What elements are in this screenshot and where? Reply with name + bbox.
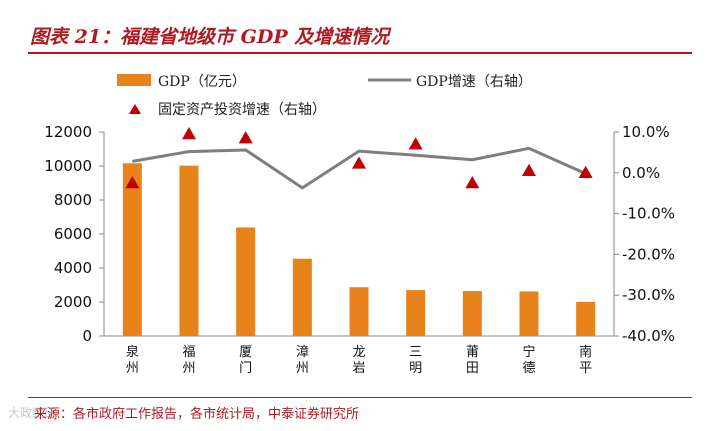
investment-marker-福州 [182,127,196,140]
category-label: 田 [466,361,479,376]
investment-marker-南平 [578,165,593,179]
category-label: 德 [522,361,535,376]
left-tick-label: 8000 [54,191,92,209]
investment-marker-莆田 [465,176,480,189]
legend-triangle-swatch [129,104,141,114]
category-label: 平 [579,361,592,376]
watermark: 大政经研 [8,406,57,420]
category-label: 州 [296,361,309,376]
bar-泉州 [122,163,142,336]
left-tick-label: 10000 [44,157,92,175]
category-label: 州 [126,361,139,376]
right-tick-label: -40.0% [622,327,675,345]
bar-福州 [179,165,199,336]
category-label: 三 [409,345,422,360]
investment-marker-三明 [408,137,423,150]
right-tick-label: -20.0% [622,245,675,263]
footer-rule [28,397,692,398]
left-tick-label: 2000 [54,293,92,311]
category-label: 州 [182,361,195,376]
right-tick-label: 0.0% [622,164,660,182]
category-label: 龙 [352,345,365,360]
category-label: 厦 [239,345,252,360]
investment-marker-龙岩 [352,156,366,169]
chart-title: 图表 21：福建省地级市 GDP 及增速情况 [30,26,390,48]
right-tick-label: 10.0% [622,123,670,141]
right-tick-label: -30.0% [622,286,675,304]
category-label: 漳 [296,344,309,360]
category-label: 宁 [522,344,535,360]
bar-南平 [576,301,596,336]
bar-莆田 [462,291,482,336]
legend-label-investment-growth: 固定资产投资增速（右轴） [158,102,326,118]
category-label: 福 [182,345,195,360]
category-label: 岩 [352,361,365,376]
left-tick-label: 0 [82,327,92,345]
category-label: 莆 [466,345,479,360]
left-tick-label: 4000 [54,259,92,277]
category-label: 南 [579,344,592,360]
category-label: 门 [239,361,252,376]
investment-marker-泉州 [125,176,140,189]
gdp-growth-line [132,146,587,190]
bar-三明 [406,290,426,336]
investment-marker-厦门 [238,131,253,144]
left-tick-label: 12000 [44,123,92,141]
source-note: 来源：各市政府工作报告，各市统计局，中泰证券研究所 [34,407,360,422]
left-tick-label: 6000 [54,225,92,243]
investment-marker-宁德 [522,163,536,177]
bar-厦门 [236,227,256,336]
category-label: 泉 [126,344,139,360]
bar-宁德 [519,291,539,336]
legend-label-gdp-growth: GDP增速（右轴） [416,74,532,90]
legend-label-gdp: GDP（亿元） [158,74,246,90]
bar-漳州 [292,258,312,336]
right-tick-label: -10.0% [622,205,675,223]
bar-龙岩 [349,287,369,336]
title-rule [28,52,692,54]
legend-bar-swatch [117,74,151,86]
category-label: 明 [409,361,422,376]
